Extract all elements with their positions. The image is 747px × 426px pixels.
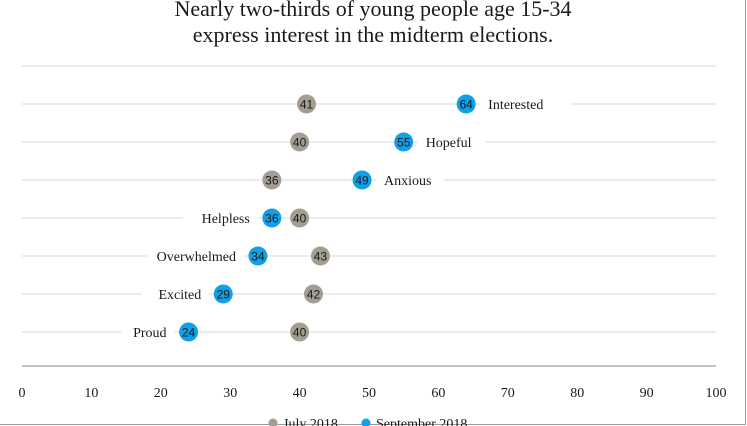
category-rows: Interested 41 64 Hopeful 40 55 Anxious 36 49 Help…	[22, 94, 716, 342]
chart-title-line-2: express interest in the midterm election…	[193, 22, 553, 47]
x-tick-70: 70	[501, 386, 515, 401]
point-september-excited	[213, 284, 233, 304]
point-september-proud	[179, 322, 199, 342]
legend-marker-july	[268, 418, 278, 426]
point-july-interested	[297, 94, 317, 114]
category-label-hopeful: Hopeful	[426, 136, 472, 151]
category-label-helpless: Helpless	[202, 212, 250, 227]
category-label-excited: Excited	[158, 288, 201, 303]
x-tick-0: 0	[19, 386, 26, 401]
x-tick-90: 90	[640, 386, 654, 401]
category-label-proud: Proud	[133, 326, 166, 341]
value-label-september-excited: 29	[217, 288, 231, 302]
value-label-september-helpless: 36	[265, 212, 279, 226]
point-july-excited	[303, 284, 323, 304]
chart-title-line-1: Nearly two-thirds of young people age 15…	[174, 0, 571, 21]
value-label-july-hopeful: 40	[293, 136, 307, 150]
x-tick-100: 100	[706, 386, 727, 401]
value-label-july-helpless: 40	[293, 212, 307, 226]
x-tick-20: 20	[154, 386, 168, 401]
value-label-september-hopeful: 55	[397, 136, 411, 150]
value-label-july-excited: 42	[307, 288, 321, 302]
point-july-hopeful	[290, 132, 310, 152]
legend: July 2018 September 2018	[268, 417, 467, 426]
x-tick-60: 60	[431, 386, 445, 401]
x-tick-40: 40	[293, 386, 307, 401]
value-label-september-overwhelmed: 34	[251, 250, 265, 264]
value-label-september-proud: 24	[182, 326, 196, 340]
x-tick-10: 10	[84, 386, 98, 401]
legend-marker-september	[361, 418, 371, 426]
x-tick-30: 30	[223, 386, 237, 401]
value-label-july-interested: 41	[300, 98, 314, 112]
point-september-overwhelmed	[248, 246, 268, 266]
x-tick-80: 80	[570, 386, 584, 401]
point-september-hopeful	[394, 132, 414, 152]
point-july-helpless	[290, 208, 310, 228]
x-tick-50: 50	[362, 386, 376, 401]
value-label-september-anxious: 49	[355, 174, 369, 188]
legend-label-july: July 2018	[283, 417, 338, 426]
value-label-july-anxious: 36	[265, 174, 279, 188]
category-label-anxious: Anxious	[384, 174, 431, 189]
point-july-anxious	[262, 170, 282, 190]
value-label-july-proud: 40	[293, 326, 307, 340]
category-label-overwhelmed: Overwhelmed	[157, 250, 236, 265]
point-september-anxious	[352, 170, 372, 190]
point-july-proud	[290, 322, 310, 342]
value-label-september-interested: 64	[459, 98, 473, 112]
legend-label-september: September 2018	[376, 417, 467, 426]
x-axis-ticks: 0 10 20 30 40 50 60 70 80 90 100	[19, 386, 727, 401]
point-july-overwhelmed	[310, 246, 330, 266]
value-label-july-overwhelmed: 43	[314, 250, 328, 264]
point-september-interested	[456, 94, 476, 114]
category-label-interested: Interested	[488, 98, 543, 113]
point-september-helpless	[262, 208, 282, 228]
